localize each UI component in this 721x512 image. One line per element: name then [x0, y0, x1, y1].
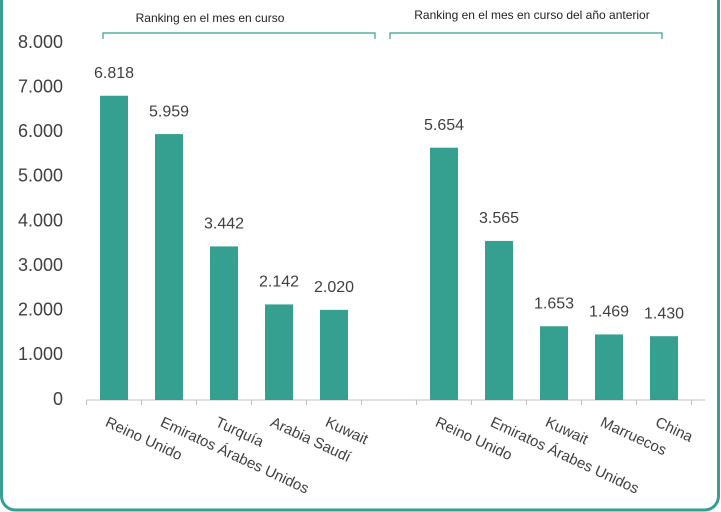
bracket: [102, 32, 376, 39]
bar: [430, 147, 458, 400]
bracket: [389, 32, 663, 39]
bar: [320, 309, 348, 400]
y-tick-label: 8.000: [18, 32, 63, 52]
value-label: 6.818: [94, 65, 134, 82]
value-label: 1.430: [644, 305, 684, 322]
value-label: 2.020: [314, 279, 354, 296]
value-label: 1.653: [534, 295, 574, 312]
y-tick-label: 2.000: [18, 300, 63, 320]
bar: [650, 336, 678, 400]
value-label: 3.442: [204, 216, 244, 233]
y-tick-label: 1.000: [18, 344, 63, 364]
bar: [485, 240, 513, 400]
y-tick-label: 3.000: [18, 255, 63, 275]
value-label: 5.959: [149, 103, 189, 120]
y-tick-label: 5.000: [18, 166, 63, 186]
bar: [540, 326, 568, 400]
value-label: 1.469: [589, 304, 629, 321]
y-tick-label: 6.000: [18, 121, 63, 141]
bar: [265, 304, 293, 400]
bar: [155, 134, 183, 400]
bar: [595, 334, 623, 400]
bar: [210, 246, 238, 400]
bar: [100, 95, 128, 400]
y-tick-label: 7.000: [18, 76, 63, 96]
value-label: 2.142: [259, 274, 299, 291]
y-tick-label: 4.000: [18, 210, 63, 230]
y-tick-label: 0: [53, 389, 63, 409]
annotation: Ranking en el mes en curso: [136, 11, 285, 25]
annotation: Ranking en el mes en curso del año anter…: [414, 8, 649, 22]
value-label: 5.654: [424, 117, 464, 134]
value-label: 3.565: [479, 210, 519, 227]
